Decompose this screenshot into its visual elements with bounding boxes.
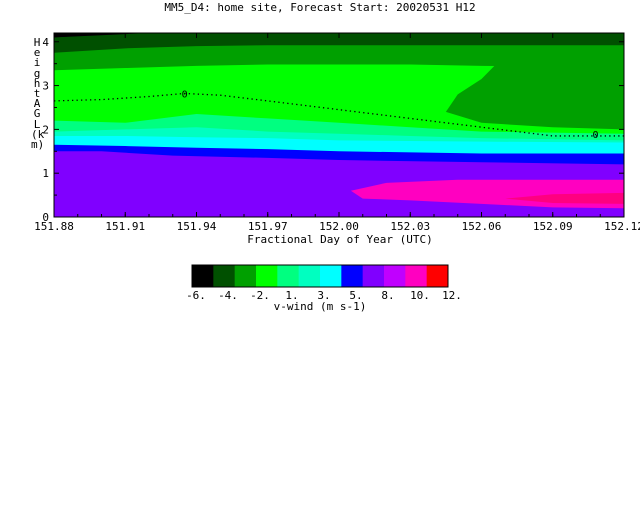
colorbar-tick-label: -2.	[250, 289, 270, 302]
contour-label: 0	[593, 130, 599, 141]
colorbar-swatch	[213, 265, 236, 287]
colorbar-tick-label: 8.	[381, 289, 394, 302]
x-tick-label: 152.12	[604, 220, 640, 233]
x-tick-label: 152.09	[533, 220, 573, 233]
colorbar-tick-label: 5.	[349, 289, 362, 302]
colorbar-tick-label: 1.	[285, 289, 298, 302]
colorbar-tick-label: 10.	[410, 289, 430, 302]
colorbar-swatch	[234, 265, 257, 287]
colorbar-frame	[191, 264, 449, 288]
y-axis-label: Height AGL (km)	[31, 36, 45, 152]
colorbar-swatch	[320, 265, 342, 287]
x-tick-label: 151.88	[34, 220, 74, 233]
y-tick-label: 3	[42, 80, 49, 93]
y-tick-label: 1	[42, 167, 49, 180]
x-tick-label: 151.94	[177, 220, 217, 233]
x-tick-label: 152.03	[390, 220, 430, 233]
contour-label: 0	[182, 89, 188, 100]
colorbar-swatch	[277, 265, 300, 287]
x-tick-label: 151.97	[248, 220, 288, 233]
x-tick-label: 152.00	[319, 220, 359, 233]
contour-patch	[505, 192, 624, 204]
contour-patch	[54, 33, 114, 38]
y-tick-label: 0	[42, 211, 49, 224]
colorbar-swatch	[256, 265, 278, 287]
colorbar-swatch	[405, 265, 428, 287]
colorbar-label: v-wind (m s-1)	[273, 300, 367, 313]
chart-title: MM5_D4: home site, Forecast Start: 20020…	[164, 1, 476, 14]
colorbar-swatch	[341, 265, 364, 287]
y-tick-label: 4	[42, 36, 49, 49]
colorbar-tick-label: -6.	[186, 289, 206, 302]
colorbar-swatch	[426, 265, 449, 287]
colorbar-swatch	[384, 265, 406, 287]
colorbar-swatch	[362, 265, 385, 287]
contour-patch	[445, 64, 624, 130]
colorbar-tick-label: 3.	[317, 289, 330, 302]
colorbar-swatch	[298, 265, 321, 287]
colorbar-swatch	[192, 265, 214, 287]
colorbar-tick-label: 12.	[442, 289, 462, 302]
x-tick-label: 152.06	[462, 220, 502, 233]
x-axis-label: Fractional Day of Year (UTC)	[247, 233, 433, 246]
colorbar-tick-label: -4.	[218, 289, 238, 302]
x-tick-label: 151.91	[105, 220, 145, 233]
y-tick-label: 2	[42, 123, 49, 136]
